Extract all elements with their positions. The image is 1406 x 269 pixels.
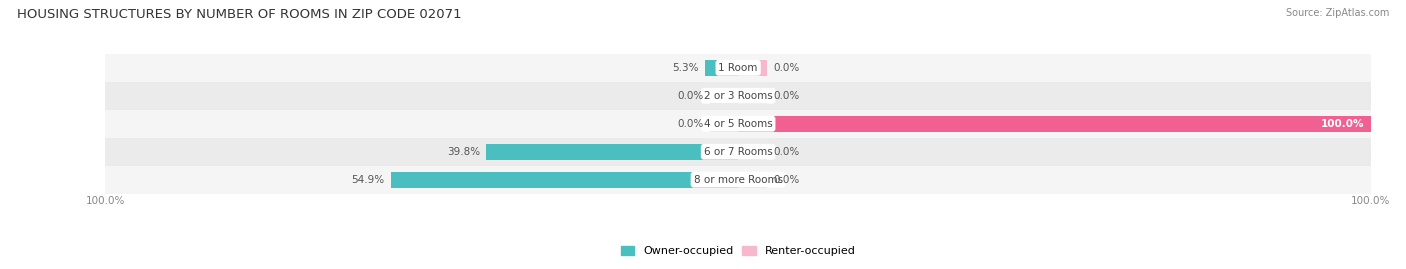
- Bar: [738, 60, 766, 76]
- Bar: [105, 166, 1371, 194]
- Text: 0.0%: 0.0%: [773, 91, 799, 101]
- Text: 2 or 3 Rooms: 2 or 3 Rooms: [704, 91, 772, 101]
- Bar: [738, 144, 766, 160]
- Text: 39.8%: 39.8%: [447, 147, 479, 157]
- Text: 100.0%: 100.0%: [1322, 119, 1364, 129]
- Bar: [738, 88, 766, 104]
- Bar: [704, 60, 738, 76]
- Text: 8 or more Rooms: 8 or more Rooms: [693, 175, 783, 185]
- Bar: [391, 172, 738, 188]
- Text: 0.0%: 0.0%: [773, 147, 799, 157]
- Bar: [105, 54, 1371, 82]
- Bar: [105, 138, 1371, 166]
- Text: 0.0%: 0.0%: [773, 63, 799, 73]
- Bar: [738, 116, 1371, 132]
- Text: 1 Room: 1 Room: [718, 63, 758, 73]
- Text: 0.0%: 0.0%: [678, 119, 703, 129]
- Bar: [710, 116, 738, 132]
- Text: 54.9%: 54.9%: [352, 175, 384, 185]
- Text: 4 or 5 Rooms: 4 or 5 Rooms: [704, 119, 772, 129]
- Bar: [105, 110, 1371, 138]
- Text: HOUSING STRUCTURES BY NUMBER OF ROOMS IN ZIP CODE 02071: HOUSING STRUCTURES BY NUMBER OF ROOMS IN…: [17, 8, 461, 21]
- Text: Source: ZipAtlas.com: Source: ZipAtlas.com: [1285, 8, 1389, 18]
- Text: 0.0%: 0.0%: [773, 175, 799, 185]
- Bar: [105, 82, 1371, 110]
- Text: 0.0%: 0.0%: [678, 91, 703, 101]
- Legend: Owner-occupied, Renter-occupied: Owner-occupied, Renter-occupied: [616, 242, 860, 261]
- Text: 6 or 7 Rooms: 6 or 7 Rooms: [704, 147, 772, 157]
- Bar: [486, 144, 738, 160]
- Bar: [710, 88, 738, 104]
- Text: 5.3%: 5.3%: [672, 63, 699, 73]
- Bar: [738, 172, 766, 188]
